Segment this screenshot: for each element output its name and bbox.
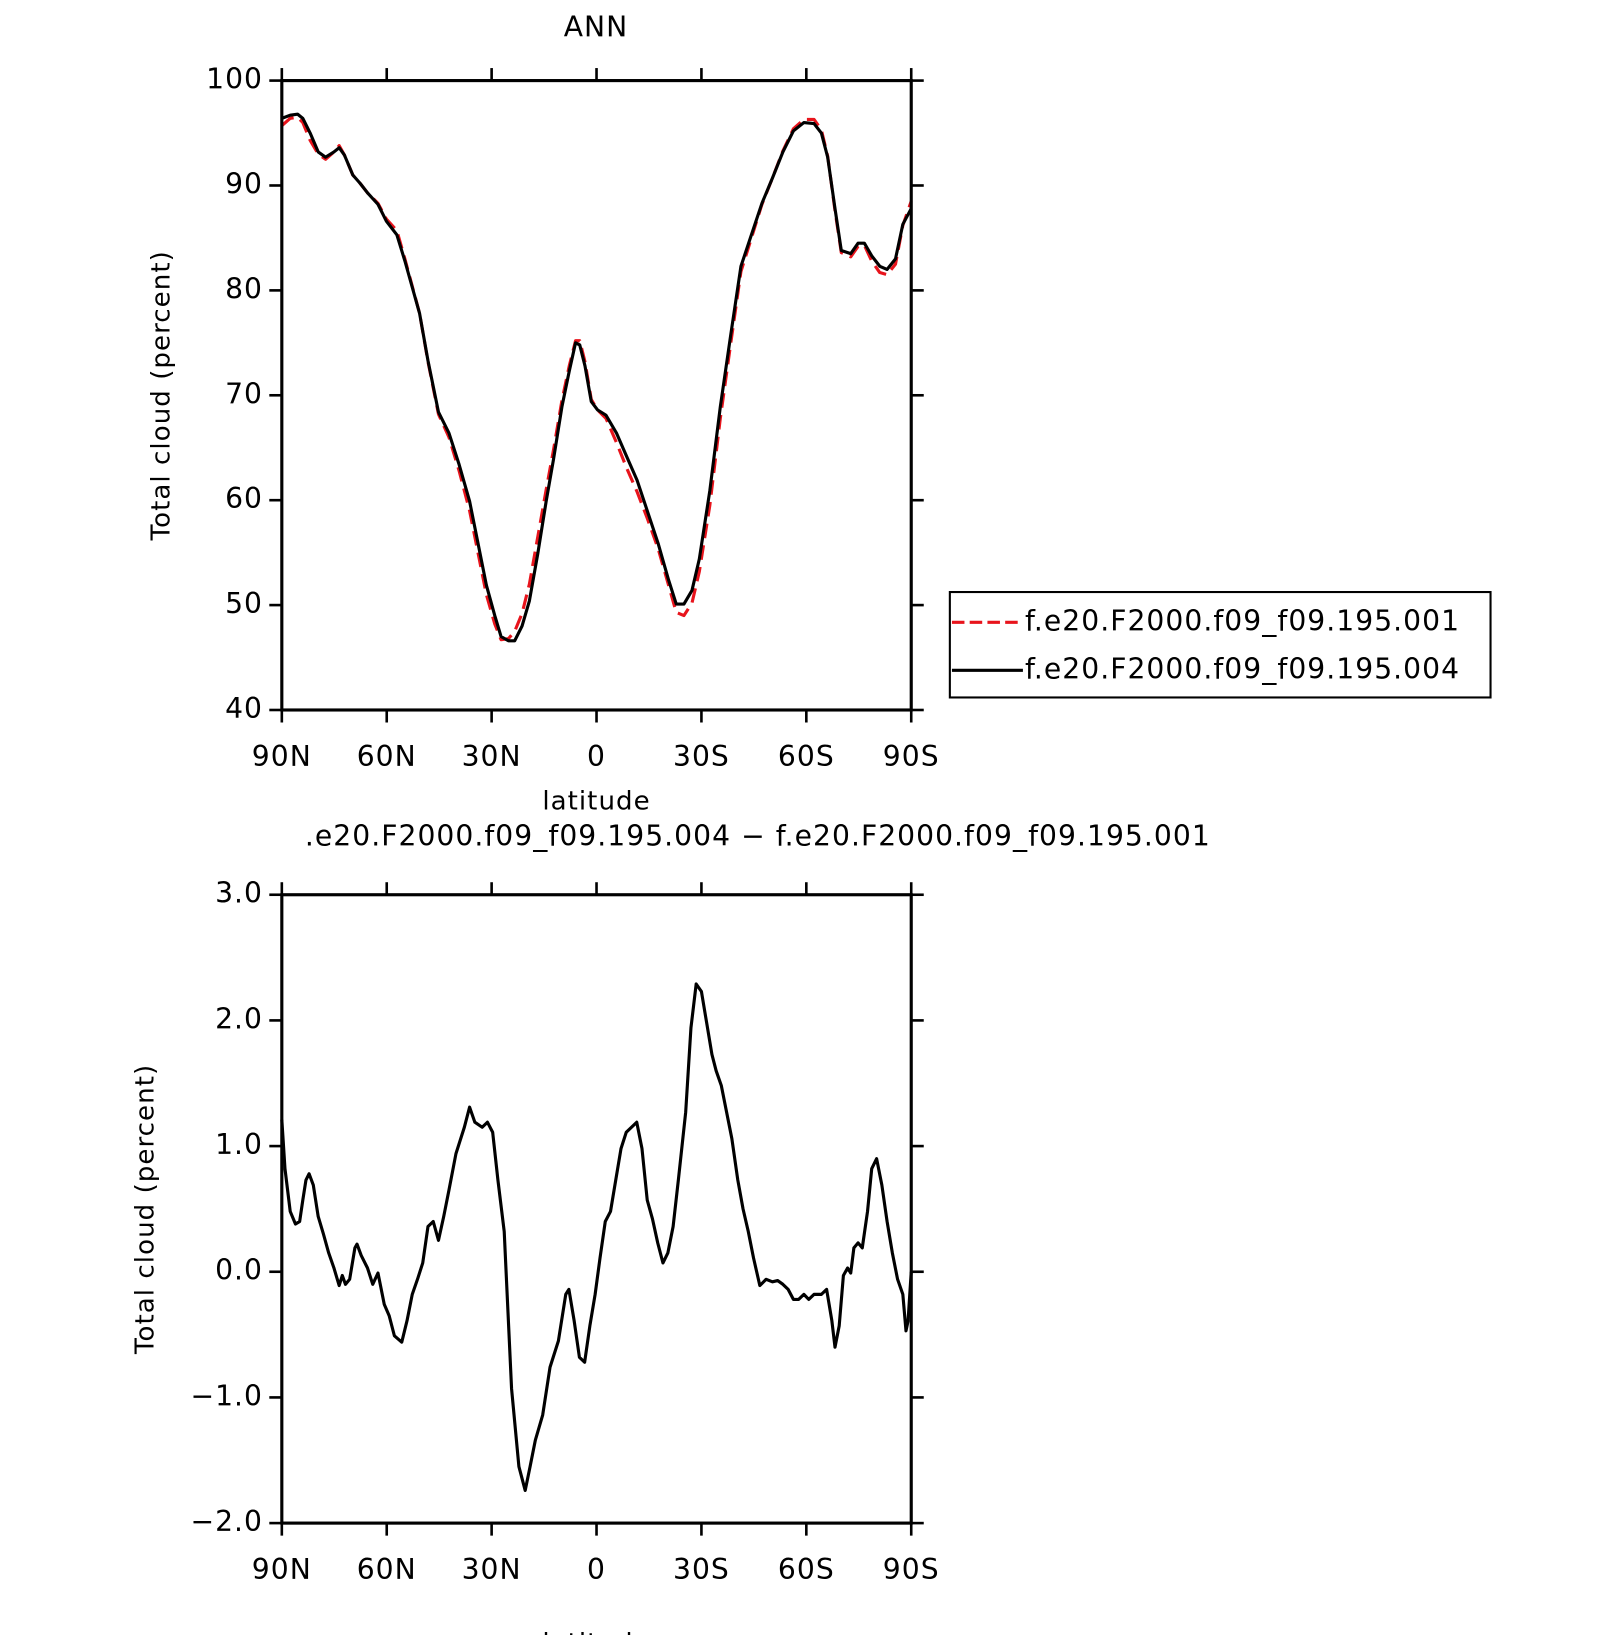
chart-title: ANN [564, 10, 629, 43]
y-tick-label: 100 [206, 63, 263, 96]
legend-box [948, 590, 1492, 699]
x-axis-label: latitude [542, 1629, 650, 1635]
x-tick-label: 90S [883, 1553, 940, 1586]
y-tick-label: 40 [225, 692, 263, 725]
y-tick-label: −1.0 [190, 1379, 263, 1412]
data-line [280, 982, 913, 1492]
x-axis-label: latitude [542, 786, 650, 816]
y-tick-label: 60 [225, 482, 263, 515]
y-tick-label: −2.0 [190, 1505, 263, 1538]
plot-frame [280, 79, 913, 712]
x-tick-label: 30N [462, 740, 522, 773]
x-tick-label: 90N [252, 1553, 312, 1586]
y-tick-label: 1.0 [215, 1128, 263, 1161]
data-line [280, 115, 913, 642]
y-tick-label: 50 [225, 587, 263, 620]
y-tick-label: 90 [225, 167, 263, 200]
x-tick-label: 30S [673, 740, 730, 773]
y-axis-label: Total cloud (percent) [131, 1064, 161, 1355]
y-axis-label: Total cloud (percent) [146, 250, 176, 541]
y-tick-label: 70 [225, 377, 263, 410]
x-tick-label: 0 [587, 740, 606, 773]
x-tick-label: 90S [883, 740, 940, 773]
x-tick-label: 0 [587, 1553, 606, 1586]
x-tick-label: 90N [252, 740, 312, 773]
y-tick-label: 3.0 [215, 877, 263, 910]
x-tick-label: 60N [357, 1553, 417, 1586]
x-tick-label: 30N [462, 1553, 522, 1586]
y-tick-label: 2.0 [215, 1002, 263, 1035]
x-tick-label: 60N [357, 740, 417, 773]
legend-label: f.e20.F2000.f09_f09.195.001 [1025, 604, 1460, 637]
y-tick-label: 0.0 [215, 1254, 263, 1287]
x-tick-label: 60S [778, 740, 835, 773]
legend-label: f.e20.F2000.f09_f09.195.004 [1025, 652, 1460, 685]
plot-frame [280, 893, 913, 1525]
chart-title: .e20.F2000.f09_f09.195.004 − f.e20.F2000… [305, 819, 1211, 852]
x-tick-label: 60S [778, 1553, 835, 1586]
x-tick-label: 30S [673, 1553, 730, 1586]
y-tick-label: 80 [225, 272, 263, 305]
data-line [281, 112, 913, 643]
